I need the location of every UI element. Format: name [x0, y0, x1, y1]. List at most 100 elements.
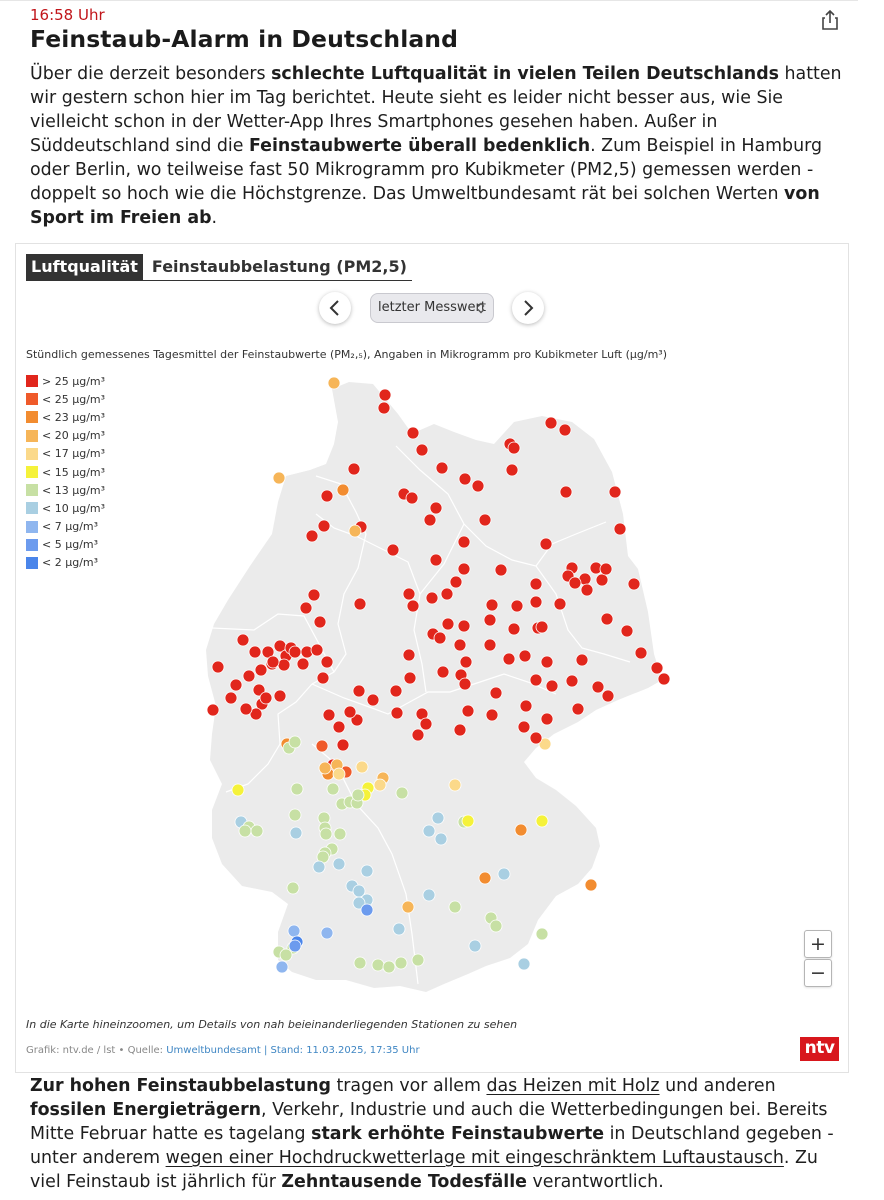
station-dot[interactable]: [584, 878, 598, 892]
station-dot[interactable]: [538, 737, 552, 751]
next-button[interactable]: [512, 292, 544, 324]
station-dot[interactable]: [415, 443, 429, 457]
station-dot[interactable]: [517, 957, 531, 971]
tab-luftqualitaet[interactable]: Luftqualität: [26, 254, 143, 280]
station-dot[interactable]: [411, 728, 425, 742]
station-dot[interactable]: [350, 713, 364, 727]
station-dot[interactable]: [288, 808, 302, 822]
station-dot[interactable]: [425, 591, 439, 605]
station-dot[interactable]: [608, 485, 622, 499]
station-dot[interactable]: [395, 786, 409, 800]
station-dot[interactable]: [332, 857, 346, 871]
station-dot[interactable]: [373, 778, 387, 792]
station-dot[interactable]: [433, 631, 447, 645]
station-dot[interactable]: [453, 723, 467, 737]
station-dot[interactable]: [419, 717, 433, 731]
station-dot[interactable]: [468, 939, 482, 953]
station-dot[interactable]: [406, 426, 420, 440]
station-dot[interactable]: [224, 691, 238, 705]
station-dot[interactable]: [518, 649, 532, 663]
measurement-select[interactable]: letzter Messwert: [370, 293, 494, 323]
station-dot[interactable]: [259, 691, 273, 705]
station-dot[interactable]: [505, 463, 519, 477]
station-dot[interactable]: [299, 601, 313, 615]
station-dot[interactable]: [333, 827, 347, 841]
station-dot[interactable]: [317, 519, 331, 533]
station-dot[interactable]: [627, 577, 641, 591]
station-dot[interactable]: [507, 622, 521, 636]
station-dot[interactable]: [575, 653, 589, 667]
station-dot[interactable]: [517, 720, 531, 734]
station-dot[interactable]: [448, 778, 462, 792]
station-dot[interactable]: [287, 924, 301, 938]
station-dot[interactable]: [403, 671, 417, 685]
station-dot[interactable]: [275, 960, 289, 974]
station-dot[interactable]: [457, 535, 471, 549]
station-dot[interactable]: [485, 708, 499, 722]
station-dot[interactable]: [250, 824, 264, 838]
station-dot[interactable]: [478, 513, 492, 527]
station-dot[interactable]: [519, 699, 533, 713]
station-dot[interactable]: [288, 939, 302, 953]
zoom-out-button[interactable]: −: [804, 959, 832, 987]
station-dot[interactable]: [261, 645, 275, 659]
station-dot[interactable]: [320, 655, 334, 669]
station-dot[interactable]: [236, 633, 250, 647]
station-dot[interactable]: [458, 472, 472, 486]
station-dot[interactable]: [389, 684, 403, 698]
station-dot[interactable]: [320, 489, 334, 503]
station-dot[interactable]: [459, 655, 473, 669]
station-dot[interactable]: [620, 624, 634, 638]
station-dot[interactable]: [431, 811, 445, 825]
station-dot[interactable]: [394, 956, 408, 970]
station-dot[interactable]: [315, 739, 329, 753]
station-dot[interactable]: [242, 669, 256, 683]
station-dot[interactable]: [305, 529, 319, 543]
station-dot[interactable]: [448, 900, 462, 914]
station-dot[interactable]: [266, 655, 280, 669]
station-dot[interactable]: [422, 824, 436, 838]
station-dot[interactable]: [239, 702, 253, 716]
station-dot[interactable]: [497, 867, 511, 881]
station-dot[interactable]: [320, 926, 334, 940]
station-dot[interactable]: [440, 587, 454, 601]
station-dot[interactable]: [458, 677, 472, 691]
station-dot[interactable]: [453, 638, 467, 652]
station-dot[interactable]: [336, 483, 350, 497]
station-dot[interactable]: [402, 648, 416, 662]
station-dot[interactable]: [252, 683, 266, 697]
station-dot[interactable]: [411, 953, 425, 967]
station-dot[interactable]: [571, 702, 585, 716]
station-dot[interactable]: [238, 824, 252, 838]
source-link[interactable]: Umweltbundesamt | Stand: 11.03.2025, 17:…: [166, 1045, 420, 1056]
station-dot[interactable]: [485, 598, 499, 612]
station-dot[interactable]: [595, 573, 609, 587]
germany-map[interactable]: [16, 244, 850, 1074]
station-dot[interactable]: [286, 881, 300, 895]
station-dot[interactable]: [657, 672, 671, 686]
station-dot[interactable]: [254, 663, 268, 677]
share-icon[interactable]: [818, 8, 842, 32]
station-dot[interactable]: [351, 788, 365, 802]
station-dot[interactable]: [273, 689, 287, 703]
station-dot[interactable]: [211, 660, 225, 674]
station-dot[interactable]: [434, 832, 448, 846]
station-dot[interactable]: [601, 689, 615, 703]
station-dot[interactable]: [336, 738, 350, 752]
station-dot[interactable]: [457, 619, 471, 633]
station-dot[interactable]: [310, 643, 324, 657]
tab-feinstaubbelastung[interactable]: Feinstaubbelastung (PM2,5): [151, 257, 407, 276]
station-dot[interactable]: [322, 708, 336, 722]
station-dot[interactable]: [634, 646, 648, 660]
station-dot[interactable]: [313, 615, 327, 629]
station-dot[interactable]: [402, 587, 416, 601]
station-dot[interactable]: [371, 958, 385, 972]
station-dot[interactable]: [352, 896, 366, 910]
station-dot[interactable]: [545, 679, 559, 693]
station-dot[interactable]: [382, 960, 396, 974]
station-dot[interactable]: [290, 782, 304, 796]
station-dot[interactable]: [327, 376, 341, 390]
station-dot[interactable]: [392, 922, 406, 936]
station-dot[interactable]: [307, 588, 321, 602]
station-dot[interactable]: [558, 423, 572, 437]
